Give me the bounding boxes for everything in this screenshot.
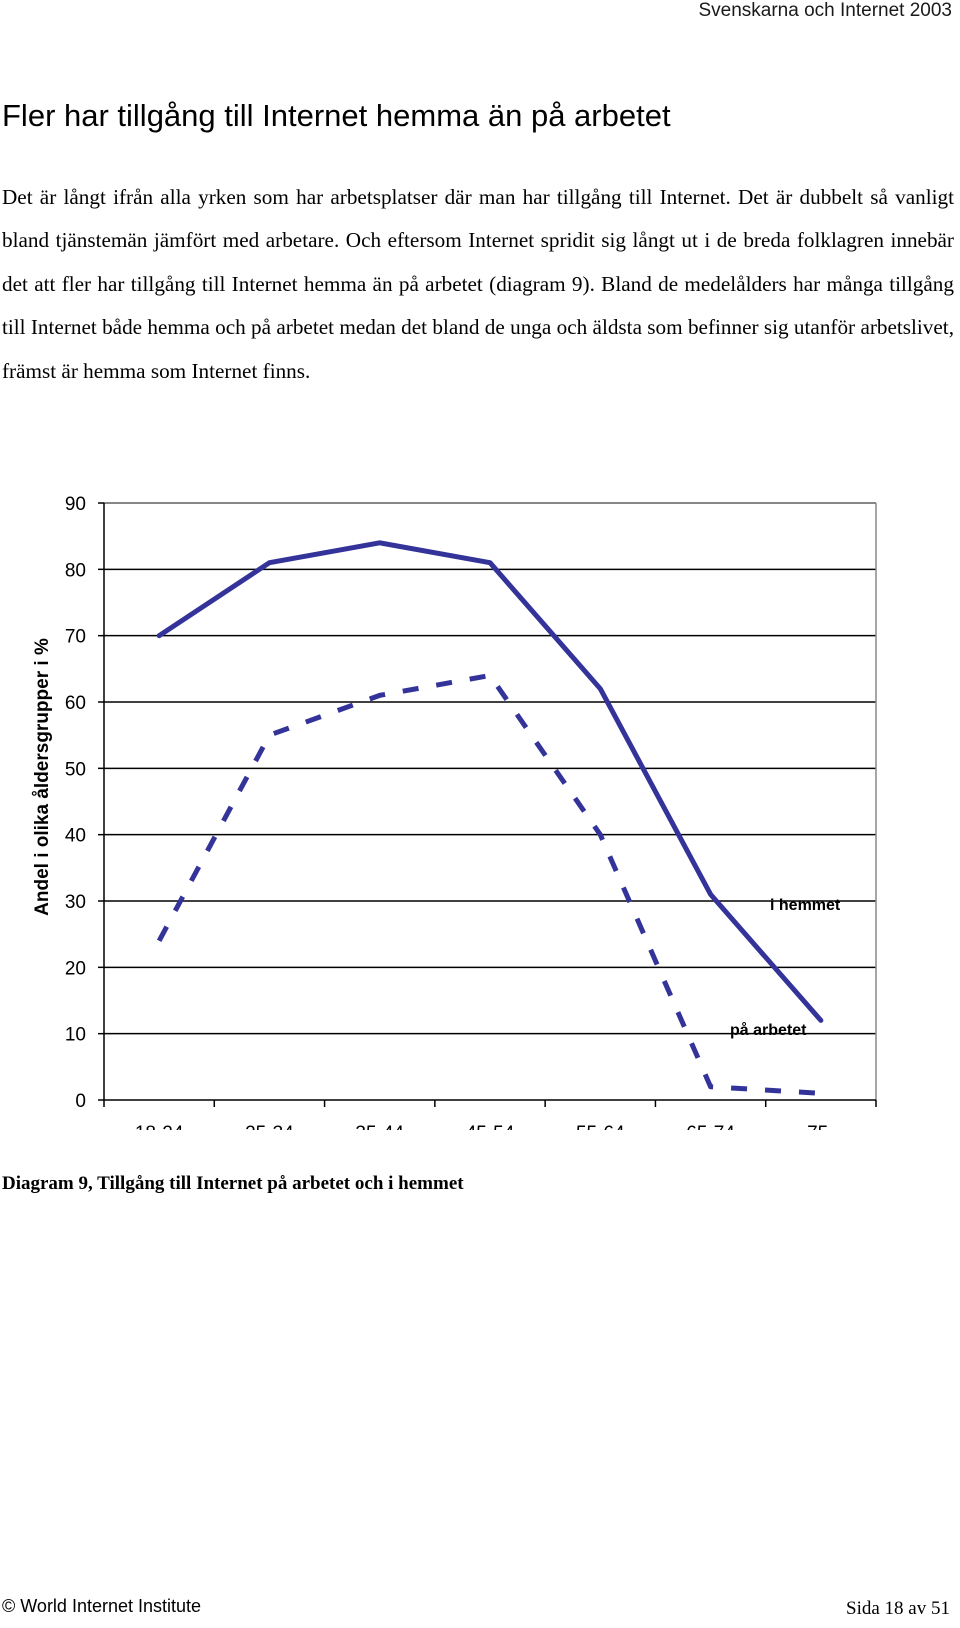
line-chart: 0 10 20 30 40 50 60 70 80 90 18-24 25-34 35-44 45-54 5… [32,494,877,1130]
series-label: i hemmet [770,897,841,914]
y-tick-label: 20 [65,958,86,979]
series-layer [156,540,824,1096]
y-tick-label: 70 [65,627,86,648]
y-tick-label: 60 [65,693,86,714]
x-tick-label: 18-24 [135,1123,184,1130]
y-tick-label: 80 [65,560,86,581]
x-tick-label: 65-74 [686,1123,735,1130]
body-paragraph: Det är långt ifrån alla yrken som har ar… [2,185,954,383]
label-layer: i hemmet på arbetet [730,897,841,1039]
chart-caption: Diagram 9, Tillgång till Internet på arb… [2,1173,464,1194]
series-line-arbetet [156,672,822,1096]
y-tick-label: 50 [65,759,86,780]
y-tick-label: 40 [65,826,86,847]
x-tick-label: 35-44 [355,1123,404,1130]
y-tick-label: 10 [65,1025,86,1046]
x-tick-label: 75- [807,1123,834,1130]
x-tick-label: 25-34 [245,1123,294,1130]
footer-page-number: Sida 18 av 51 [846,1598,950,1619]
running-header: Svenskarna och Internet 2003 [698,0,952,21]
y-tick-label: 90 [65,494,86,515]
y-tick-label: 0 [75,1091,86,1112]
axis-layer: 0 10 20 30 40 50 60 70 80 90 18-24 25-34 35-44 45-54 5… [65,494,877,1130]
y-axis-label: Andel i olika åldersgrupper i % [32,638,53,916]
x-tick-label: 55-64 [576,1123,625,1130]
series-label: på arbetet [730,1021,807,1039]
section-title: Fler har tillgång till Internet hemma än… [2,98,671,133]
series-line-hemma [156,540,824,1023]
x-tick-label: 45-54 [466,1123,515,1130]
footer-copyright: © World Internet Institute [2,1596,202,1616]
y-tick-label: 30 [65,892,86,913]
